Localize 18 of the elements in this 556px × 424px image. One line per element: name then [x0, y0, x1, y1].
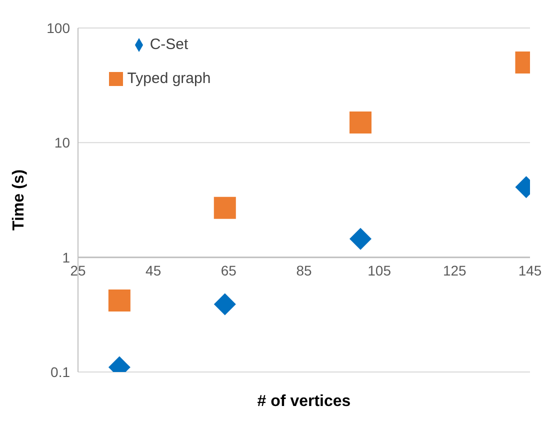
y-tick-label: 100 [46, 20, 70, 36]
x-tick-label: 25 [70, 262, 86, 278]
x-tick-label: 45 [146, 262, 162, 278]
y-tick-label: 10 [54, 134, 70, 151]
point [214, 196, 236, 219]
x-tick-label: 65 [220, 262, 237, 278]
point [214, 293, 236, 316]
legend-label: Typed graph [127, 70, 211, 87]
legend-label: C-Set [150, 36, 188, 53]
y-tick-label: 1 [62, 249, 70, 266]
x-tick-label: 105 [368, 262, 392, 278]
y-axis-title: Time (s) [10, 169, 28, 231]
x-tick-label: 125 [442, 262, 467, 278]
y-tick-label: 0.1 [50, 364, 70, 380]
x-tick-label: 85 [296, 262, 312, 278]
x-axis-title: # of vertices [257, 393, 351, 410]
x-tick-label: 145 [518, 262, 542, 278]
point [108, 290, 130, 312]
